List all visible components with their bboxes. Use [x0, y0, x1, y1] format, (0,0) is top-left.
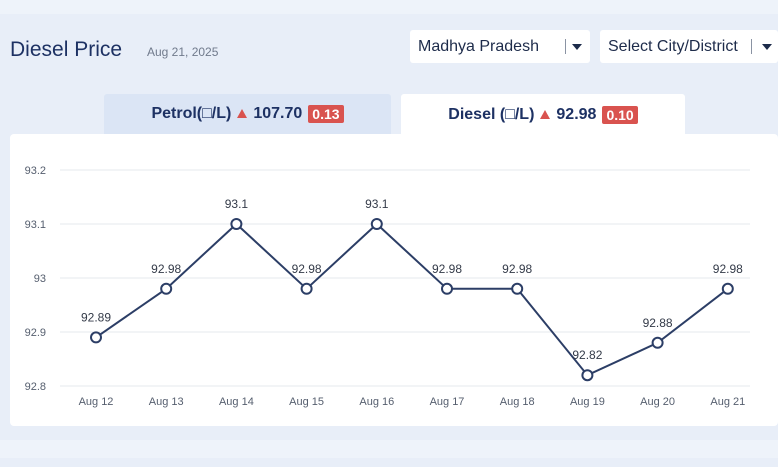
y-tick-label: 92.8 [25, 381, 46, 393]
state-select-value: Madhya Pradesh [418, 37, 539, 55]
y-tick-label: 93.2 [25, 165, 46, 177]
x-tick-label: Aug 16 [359, 396, 394, 408]
data-label: 93.1 [365, 197, 389, 211]
x-tick-label: Aug 13 [149, 396, 184, 408]
data-label: 92.89 [81, 310, 111, 324]
x-tick-label: Aug 12 [79, 396, 114, 408]
data-label: 92.98 [713, 262, 743, 276]
page-date: Aug 21, 2025 [147, 45, 219, 59]
x-tick-label: Aug 18 [500, 396, 535, 408]
data-label: 93.1 [225, 197, 249, 211]
x-tick-label: Aug 21 [710, 396, 745, 408]
data-label: 92.98 [292, 262, 322, 276]
select-divider [751, 39, 752, 54]
chevron-down-icon [572, 44, 582, 50]
trend-up-icon [237, 108, 248, 118]
x-tick-label: Aug 15 [289, 396, 324, 408]
data-point [90, 331, 102, 344]
data-point [721, 282, 734, 295]
data-point [300, 282, 313, 295]
state-select[interactable]: Madhya Pradesh [410, 30, 590, 63]
x-tick-label: Aug 17 [430, 396, 465, 408]
city-select[interactable]: Select City/District [600, 30, 778, 63]
tab-diesel[interactable]: Diesel (□/L) 92.98 0.10 [401, 94, 685, 136]
tab-diesel-change-badge: 0.10 [602, 106, 638, 124]
price-line-chart: 92.8 92.9 93 93.1 93.2 Aug 12 Aug 13 Aug 14 Aug … [25, 165, 750, 408]
data-label: 92.98 [432, 262, 462, 276]
data-point [441, 282, 453, 295]
series-line [95, 222, 729, 377]
x-tick-label: Aug 19 [570, 396, 605, 408]
tab-petrol-label: Petrol(□/L) [151, 105, 232, 122]
select-divider [565, 39, 566, 54]
data-point [370, 218, 383, 230]
tab-petrol-price: 107.70 [253, 105, 303, 122]
trend-up-icon [540, 109, 551, 119]
data-point [230, 218, 243, 230]
page-title: Diesel Price [10, 38, 123, 61]
chart-card: 92.8 92.9 93 93.1 93.2 Aug 12 Aug 13 Aug 14 Aug … [10, 134, 778, 426]
data-label: 92.98 [502, 262, 532, 276]
data-label: 92.82 [572, 348, 602, 362]
x-tick-label: Aug 20 [640, 396, 675, 408]
bottom-strip [0, 458, 778, 467]
x-tick-label: Aug 14 [219, 396, 254, 408]
data-point [651, 336, 664, 349]
tab-diesel-price: 92.98 [556, 106, 597, 123]
data-point [511, 282, 524, 295]
tab-petrol[interactable]: Petrol(□/L) 107.70 0.13 [104, 94, 391, 134]
chevron-down-icon [762, 44, 772, 50]
y-tick-label: 93.1 [25, 219, 46, 231]
y-tick-label: 92.9 [25, 327, 46, 339]
city-select-value: Select City/District [608, 37, 738, 55]
tab-diesel-label: Diesel (□/L) [448, 106, 535, 123]
tab-petrol-change-badge: 0.13 [308, 105, 344, 123]
y-tick-label: 93 [34, 273, 46, 285]
data-label: 92.98 [151, 262, 181, 276]
data-point [160, 282, 173, 295]
data-label: 92.88 [643, 316, 673, 330]
data-point [581, 369, 594, 382]
